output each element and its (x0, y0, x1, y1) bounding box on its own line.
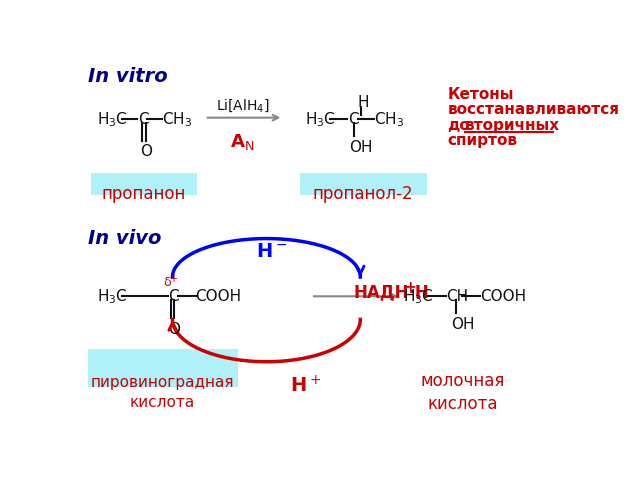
Text: C: C (168, 289, 179, 304)
Text: вторичных: вторичных (465, 118, 560, 132)
Text: C: C (348, 112, 358, 127)
FancyBboxPatch shape (300, 173, 427, 195)
Text: C: C (138, 112, 148, 127)
FancyBboxPatch shape (88, 348, 238, 387)
Text: H$_3$C: H$_3$C (403, 287, 434, 306)
Text: CH$_3$: CH$_3$ (374, 110, 404, 129)
Text: +: + (170, 275, 177, 284)
Text: H$_3$C: H$_3$C (97, 287, 127, 306)
Text: CH$_3$: CH$_3$ (163, 110, 193, 129)
Text: Li[AlH$_4$]: Li[AlH$_4$] (216, 97, 270, 114)
Text: +: + (405, 280, 417, 294)
Text: In vivo: In vivo (88, 228, 161, 248)
Text: H: H (357, 95, 369, 110)
Text: пропанол-2: пропанол-2 (312, 185, 413, 203)
Text: НАДН·Н: НАДН·Н (353, 283, 429, 301)
Text: H$_3$C: H$_3$C (305, 110, 335, 129)
Text: восстанавливаются: восстанавливаются (447, 102, 620, 117)
Text: спиртов: спиртов (447, 133, 517, 148)
Text: до: до (447, 118, 470, 132)
Text: Кетоны: Кетоны (447, 87, 514, 102)
Text: пировиноградная
кислота: пировиноградная кислота (91, 375, 234, 409)
Text: In vitro: In vitro (88, 67, 168, 86)
Text: COOH: COOH (196, 289, 242, 304)
Text: O: O (168, 322, 180, 336)
Text: пропанон: пропанон (101, 185, 186, 203)
Text: O: O (140, 144, 152, 159)
FancyBboxPatch shape (91, 173, 197, 195)
Text: COOH: COOH (481, 289, 527, 304)
Text: H$^-$: H$^-$ (255, 242, 287, 262)
Text: δ: δ (163, 276, 171, 289)
Text: молочная
кислота: молочная кислота (420, 372, 505, 413)
Text: OH: OH (451, 317, 475, 332)
Text: H$_3$C: H$_3$C (97, 110, 127, 129)
Text: A$_\mathrm{N}$: A$_\mathrm{N}$ (230, 132, 254, 152)
Text: OH: OH (349, 140, 373, 155)
Text: H$^+$: H$^+$ (289, 375, 321, 396)
Text: CH: CH (446, 289, 468, 304)
